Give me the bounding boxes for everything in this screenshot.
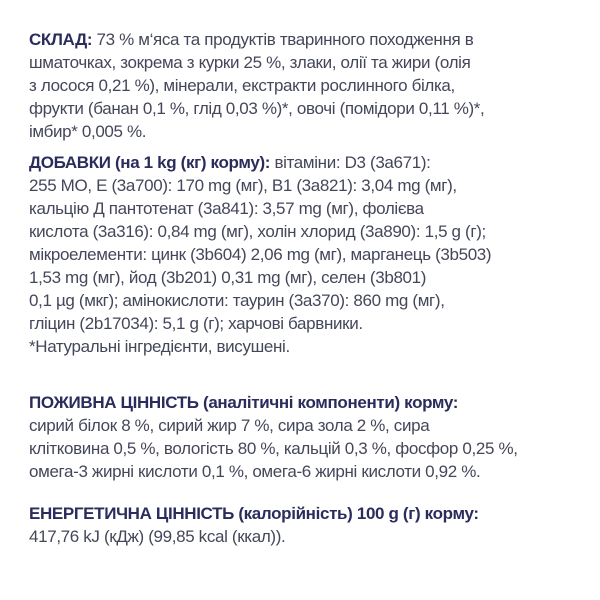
footnote: *Натуральні інгредієнти, висушені. bbox=[29, 337, 290, 356]
text-line: кислота (3a316): 0,84 mg (мг), холін хло… bbox=[29, 222, 486, 241]
text-line: 0,1 µg (мкг); амінокислоти: таурин (3a37… bbox=[29, 291, 445, 310]
text-line: клітковина 0,5 %, вологість 80 %, кальці… bbox=[29, 439, 518, 458]
text-segment: вітаміни: D3 (3a671): bbox=[270, 153, 431, 172]
additives-heading: ДОБАВКИ (на 1 kg (кг) корму): bbox=[29, 153, 271, 172]
composition-section: СКЛАД: 73 % м‘яса та продуктів тваринног… bbox=[29, 28, 485, 143]
text-line: ДОБАВКИ (на 1 kg (кг) корму): вітаміни: … bbox=[29, 151, 491, 174]
composition-heading: СКЛАД: bbox=[29, 30, 93, 49]
energy-heading: ЕНЕРГЕТИЧНА ЦІННІСТЬ (калорійність) 100 … bbox=[29, 504, 479, 523]
text-line: 417,76 kJ (кДж) (99,85 kcal (ккал)). bbox=[29, 527, 286, 546]
text-segment: 73 % м‘яса та продуктів тваринного поход… bbox=[92, 30, 474, 49]
energy-section: ЕНЕРГЕТИЧНА ЦІННІСТЬ (калорійність) 100 … bbox=[29, 502, 479, 548]
text-line: з лосося 0,21 %), мінерали, екстракти ро… bbox=[29, 76, 455, 95]
text-line: 255 МО, E (3a700): 170 mg (мг), B1 (3a82… bbox=[29, 176, 457, 195]
nutrition-section: ПОЖИВНА ЦІННІСТЬ (аналітичні компоненти)… bbox=[29, 391, 518, 483]
text-line: кальцію Д пантотенат (3a841): 3,57 mg (м… bbox=[29, 199, 424, 218]
text-line: 1,53 mg (мг), йод (3b201) 0,31 mg (мг), … bbox=[29, 268, 427, 287]
text-line: СКЛАД: 73 % м‘яса та продуктів тваринног… bbox=[29, 28, 484, 51]
additives-section: ДОБАВКИ (на 1 kg (кг) корму): вітаміни: … bbox=[29, 151, 492, 358]
text-line: гліцин (2b17034): 5,1 g (г); харчові бар… bbox=[29, 314, 363, 333]
text-line: шматочках, зокрема з курки 25 %, злаки, … bbox=[29, 53, 471, 72]
text-line: сирий білок 8 %, сирий жир 7 %, сира зол… bbox=[29, 416, 430, 435]
text-line: омега-3 жирні кислоти 0,1 %, омега-6 жир… bbox=[29, 462, 481, 481]
text-line: імбир* 0,005 %. bbox=[29, 122, 147, 141]
nutrition-heading: ПОЖИВНА ЦІННІСТЬ (аналітичні компоненти)… bbox=[29, 393, 459, 412]
text-line: фрукти (банан 0,1 %, глід 0,03 %)*, овоч… bbox=[29, 99, 485, 118]
text-line: мікроелементи: цинк (3b604) 2,06 mg (мг)… bbox=[29, 245, 492, 264]
